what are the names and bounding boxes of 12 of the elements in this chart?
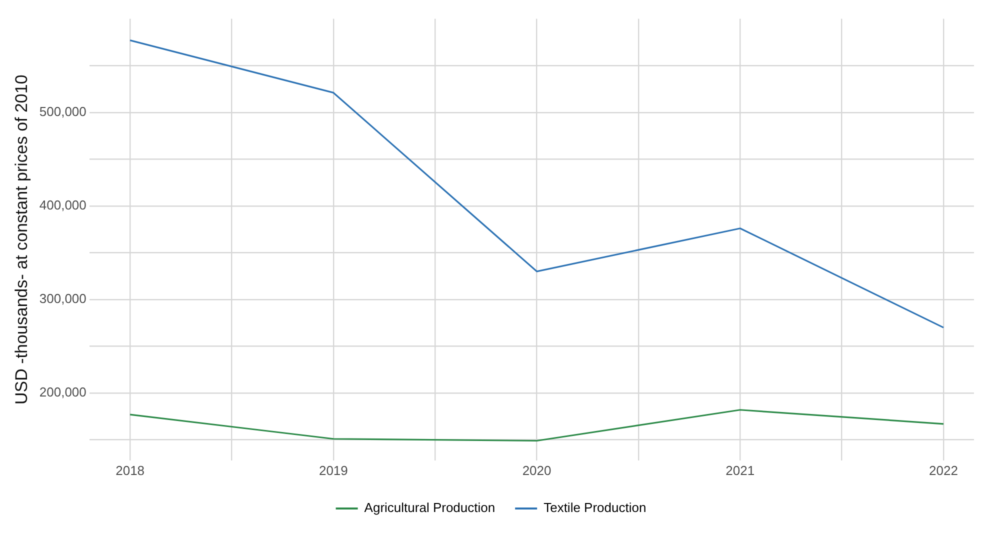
x-tick-label: 2021 bbox=[726, 462, 755, 478]
y-tick-label: 200,000 bbox=[39, 384, 86, 400]
legend-label: Agricultural Production bbox=[364, 500, 496, 516]
y-tick-label: 300,000 bbox=[39, 291, 86, 306]
y-tick-label: 400,000 bbox=[39, 197, 86, 212]
legend-label: Textile Production bbox=[544, 500, 646, 516]
x-tick-label: 2022 bbox=[929, 462, 958, 478]
x-tick-label: 2019 bbox=[318, 462, 348, 478]
x-tick-label: 2018 bbox=[116, 462, 145, 478]
y-axis-title: USD -thousands- at constant prices of 2010 bbox=[12, 74, 31, 404]
x-tick-label: 2020 bbox=[522, 462, 552, 478]
y-tick-label: 500,000 bbox=[39, 104, 86, 119]
